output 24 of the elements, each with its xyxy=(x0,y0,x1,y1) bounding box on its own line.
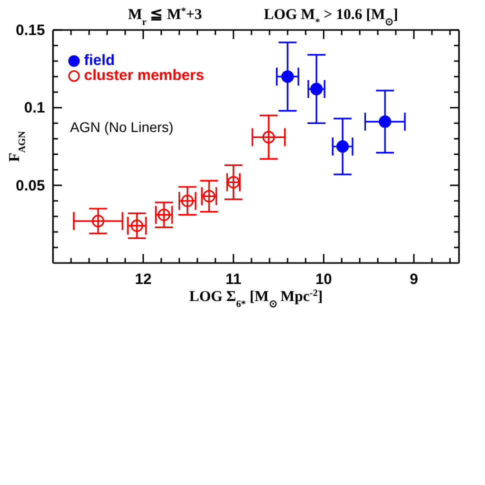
x-tick-label: 11 xyxy=(226,271,242,288)
x-tick-label: 9 xyxy=(410,271,418,288)
point xyxy=(336,140,349,153)
point xyxy=(227,176,240,188)
legend-label: cluster members xyxy=(84,67,204,84)
point xyxy=(281,70,294,83)
point xyxy=(378,115,392,128)
point xyxy=(310,82,323,96)
point xyxy=(202,190,216,202)
x-tick-label: 12 xyxy=(134,271,152,288)
y-tick-label: 0.05 xyxy=(16,177,45,194)
y-tick-label: 0.15 xyxy=(16,22,45,39)
annotation: AGN (No Liners) xyxy=(70,119,174,135)
point xyxy=(130,219,144,232)
point xyxy=(92,214,104,228)
y-tick-label: 0.1 xyxy=(24,100,45,117)
chart-title: M$_{r}$ ≦ M$^{*}$+3 xyxy=(128,6,202,28)
point xyxy=(181,194,194,208)
x-tick-label: 10 xyxy=(315,271,332,288)
legend-label: field xyxy=(84,52,115,69)
point xyxy=(262,130,275,144)
point xyxy=(158,208,170,222)
x-axis-title: LOG Σ$_{6*}$ [M$_{⊙}$ Mpc$^{-2}$] xyxy=(189,288,323,310)
chart-subtitle: LOG M$_{*}$ > 10.6 [M$_{⊙}$] xyxy=(264,7,398,28)
